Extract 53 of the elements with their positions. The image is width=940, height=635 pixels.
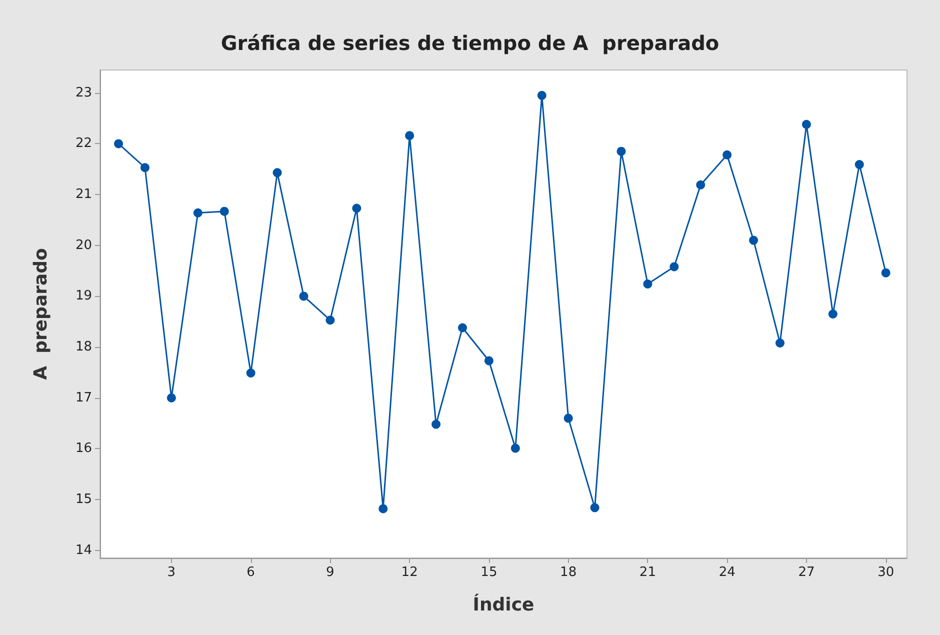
- x-tick-label: 27: [798, 565, 815, 580]
- point: [220, 206, 229, 216]
- point: [564, 414, 573, 423]
- y-tick-label: 23: [75, 85, 92, 100]
- point: [670, 262, 679, 272]
- x-axis-title: Índice: [472, 594, 534, 616]
- y-tick-label: 16: [75, 441, 92, 456]
- point: [166, 393, 176, 402]
- y-tick-label: 14: [75, 542, 92, 558]
- point: [616, 146, 626, 156]
- y-tick-label: 21: [75, 187, 92, 202]
- y-tick-label: 20: [75, 238, 92, 253]
- point: [881, 268, 890, 278]
- x-tick-label: 15: [480, 565, 498, 580]
- point: [749, 236, 758, 245]
- point: [776, 338, 784, 348]
- x-tick-label: 9: [326, 565, 334, 580]
- point: [378, 504, 388, 514]
- x-tick-label: 3: [167, 565, 176, 580]
- point: [193, 208, 202, 218]
- point: [722, 150, 732, 160]
- point: [326, 316, 335, 325]
- x-tick-label: 21: [639, 565, 656, 580]
- x-tick-label: 12: [401, 565, 418, 580]
- y-tick-label: 22: [75, 136, 92, 152]
- y-tick-label: 18: [75, 340, 92, 355]
- y-tick-label: 15: [75, 492, 92, 508]
- x-tick-label: 18: [560, 565, 577, 580]
- point: [352, 204, 362, 213]
- x-tick-label: 24: [718, 565, 736, 580]
- point: [272, 168, 282, 178]
- point: [114, 139, 124, 148]
- chart-title: Gráfica de series de tiempo de A preparado: [220, 31, 720, 55]
- point: [140, 163, 150, 172]
- x-tick-label: 6: [246, 565, 255, 580]
- point: [432, 420, 441, 429]
- y-tick-label: 19: [75, 288, 92, 304]
- point: [246, 368, 256, 378]
- point: [510, 444, 520, 453]
- point: [696, 180, 706, 190]
- point: [537, 90, 546, 100]
- point: [643, 280, 652, 289]
- point: [590, 503, 600, 512]
- point: [802, 120, 811, 129]
- x-tick-label: 30: [878, 565, 894, 580]
- point: [854, 160, 864, 170]
- point: [484, 356, 494, 366]
- point: [405, 131, 414, 140]
- point: [458, 323, 467, 332]
- y-tick-label: 17: [75, 390, 92, 406]
- point: [828, 310, 838, 318]
- point: [299, 292, 308, 301]
- y-axis-title: A preparado: [30, 248, 52, 380]
